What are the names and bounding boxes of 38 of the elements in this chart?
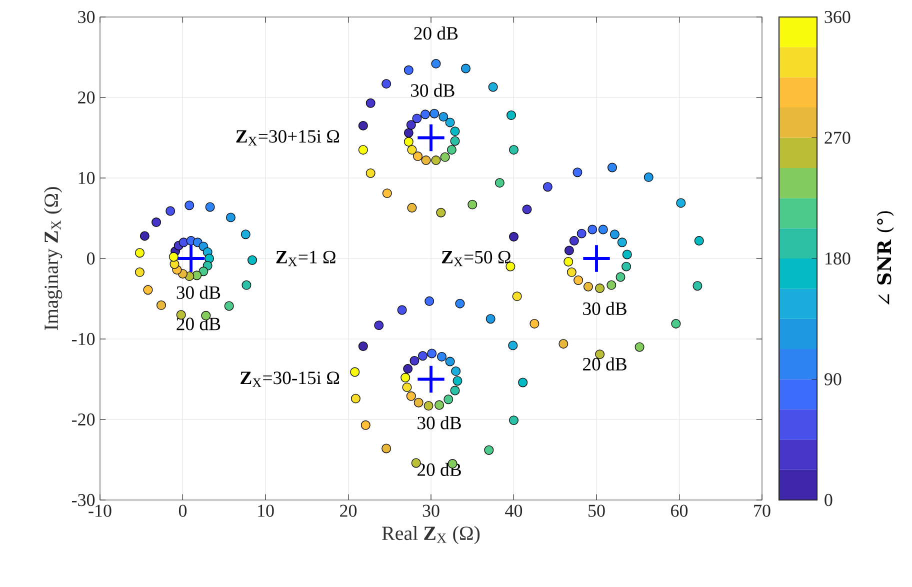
annotation: 20 dB: [583, 357, 626, 371]
x-axis-title: Real Z$_{X}$ (Ω): [382, 526, 480, 544]
annotation: 30 dB: [418, 416, 461, 430]
x-tick-label: 30: [422, 504, 440, 517]
color-bar-label: 90: [824, 373, 842, 386]
point: [418, 124, 444, 152]
y-tick-label: -10: [72, 332, 95, 346]
x-tick-label: 60: [671, 504, 688, 517]
point: [178, 245, 204, 272]
color-bar-label: 360: [824, 10, 850, 24]
annotation: 20 dB: [414, 26, 458, 40]
y-tick-label: 0: [86, 252, 95, 265]
point: [583, 245, 610, 272]
annotation: Z$_{X}$=30-15i Ω: [240, 372, 340, 387]
annotation: 30 dB: [411, 84, 454, 97]
y-tick-label: 30: [78, 10, 95, 24]
color-bar-label: 0: [824, 494, 832, 506]
annotation: Z$_{X}$=30+15i Ω: [236, 130, 340, 146]
y-tick-label: 10: [78, 172, 95, 184]
x-tick-label: -10: [88, 504, 112, 517]
x-tick-label: 0: [178, 504, 187, 517]
y-axis-title: Imaginary Z$_{X}$ (Ω): [44, 187, 62, 330]
color-bar-label: 270: [824, 132, 850, 144]
annotation: 30 dB: [583, 302, 626, 315]
x-tick-label: 40: [505, 504, 522, 517]
point: [418, 366, 444, 393]
x-tick-label: 50: [588, 504, 605, 517]
y-tick-label: 20: [78, 91, 95, 104]
annotation: Z$_{X}$=50 Ω: [442, 250, 510, 266]
color-bar-label: 180: [826, 252, 850, 265]
x-tick-label: 70: [754, 504, 770, 517]
x-tick-label: 10: [258, 504, 274, 517]
y-tick-label: -30: [72, 494, 95, 506]
color-bar-title: ∠ SNR (°): [876, 211, 894, 305]
y-tick-label: -20: [72, 413, 95, 426]
annotation: 30 dB: [176, 286, 220, 299]
annotation: Z$_{X}$=1 Ω: [276, 250, 336, 266]
x-tick-label: 20: [340, 504, 357, 517]
